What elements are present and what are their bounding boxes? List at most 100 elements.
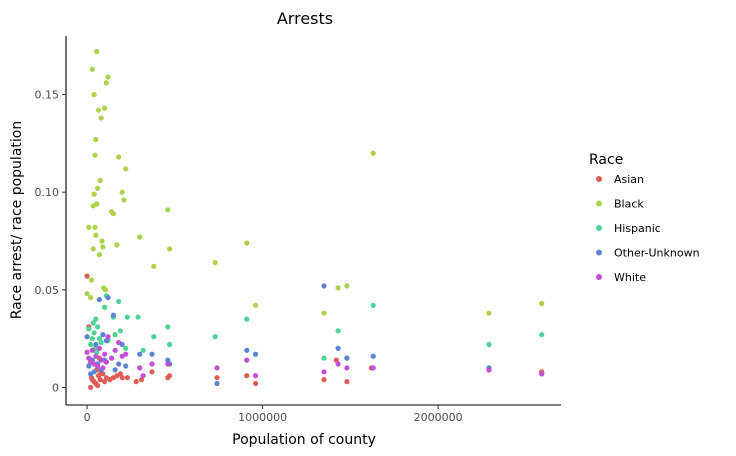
point-black-40 <box>91 191 97 197</box>
point-other-unknown-9 <box>100 332 106 338</box>
point-black-22 <box>116 154 122 160</box>
point-black-13 <box>97 177 103 184</box>
point-black-43 <box>94 201 100 207</box>
y-tick-label-2: 0.10 <box>35 186 60 199</box>
point-other-unknown-17 <box>123 363 129 369</box>
point-hispanic-23 <box>151 334 157 340</box>
point-other-unknown-18 <box>137 351 143 357</box>
point-asian-9 <box>95 373 102 379</box>
point-other-unknown-13 <box>110 312 116 318</box>
point-asian-19 <box>117 371 123 377</box>
point-hispanic-12 <box>102 304 108 310</box>
point-hispanic-17 <box>116 298 122 305</box>
point-white-24 <box>253 373 259 379</box>
point-black-4 <box>89 66 95 72</box>
point-black-17 <box>103 80 109 86</box>
point-hispanic-19 <box>123 345 129 351</box>
y-axis-title: Race arrest/ race population <box>9 121 25 319</box>
y-tick-label-3: 0.15 <box>35 89 60 102</box>
legend-label-black: Black <box>614 198 644 211</box>
point-black-6 <box>91 92 97 98</box>
point-black-28 <box>165 207 171 213</box>
point-black-35 <box>344 283 350 289</box>
point-black-33 <box>321 310 327 316</box>
point-asian-20 <box>119 375 125 381</box>
point-white-1 <box>86 355 92 361</box>
point-white-19 <box>140 373 146 379</box>
point-hispanic-1 <box>88 341 94 348</box>
legend-label-white: White <box>614 271 646 284</box>
point-hispanic-0 <box>86 326 92 332</box>
point-white-13 <box>109 355 115 361</box>
y-axis-ticks: 0 0.05 0.10 0.15 <box>35 89 66 394</box>
x-axis-ticks: 0 1000000 2000000 <box>84 405 463 424</box>
point-black-10 <box>95 185 101 191</box>
point-hispanic-34 <box>539 332 545 338</box>
legend-key-black <box>596 200 602 207</box>
point-black-36 <box>370 150 376 156</box>
point-asian-29 <box>253 380 259 387</box>
point-asian-0 <box>84 273 90 279</box>
point-white-0 <box>84 349 90 355</box>
point-asian-32 <box>344 379 350 385</box>
point-white-17 <box>123 351 129 357</box>
point-other-unknown-12 <box>105 295 111 301</box>
point-other-unknown-11 <box>103 338 109 344</box>
point-white-7 <box>96 345 102 351</box>
point-black-3 <box>88 277 95 283</box>
point-hispanic-25 <box>167 341 173 348</box>
point-white-3 <box>89 347 95 353</box>
y-tick-label-0: 0 <box>52 381 59 394</box>
point-asian-2 <box>88 384 94 390</box>
point-other-unknown-0 <box>84 334 90 340</box>
legend-label-asian: Asian <box>614 173 644 186</box>
point-hispanic-8 <box>95 324 101 330</box>
point-hispanic-29 <box>321 355 327 361</box>
point-other-unknown-26 <box>335 345 341 351</box>
point-white-28 <box>370 365 376 371</box>
point-black-9 <box>94 49 100 55</box>
point-black-30 <box>212 259 218 266</box>
point-other-unknown-5 <box>93 341 99 348</box>
point-black-11 <box>95 107 102 113</box>
point-black-26 <box>137 234 143 240</box>
point-white-11 <box>103 359 109 365</box>
legend-title: Race <box>589 152 623 168</box>
point-black-46 <box>102 287 109 293</box>
point-asian-11 <box>97 377 103 383</box>
point-asian-13 <box>100 371 106 377</box>
point-hispanic-22 <box>140 347 146 353</box>
point-black-15 <box>100 244 106 250</box>
legend-key-asian <box>596 176 602 182</box>
point-hispanic-33 <box>486 341 492 348</box>
point-asian-14 <box>102 379 108 385</box>
points-layer <box>84 49 545 390</box>
point-black-7 <box>92 152 98 158</box>
point-black-29 <box>167 246 173 252</box>
legend: Race Asian Black Hispanic Other-Unknown Whit… <box>589 152 700 284</box>
point-white-29 <box>486 367 492 373</box>
x-tick-label-0: 0 <box>84 411 91 424</box>
point-white-14 <box>112 347 118 353</box>
legend-label-hispanic: Hispanic <box>614 222 661 235</box>
point-white-9 <box>100 365 106 371</box>
point-hispanic-32 <box>370 302 376 308</box>
point-black-20 <box>110 211 116 217</box>
x-tick-label-1: 1000000 <box>238 411 287 424</box>
point-other-unknown-1 <box>86 363 92 369</box>
legend-key-other-unknown <box>596 249 602 256</box>
point-white-8 <box>98 357 104 363</box>
legend-key-white <box>596 274 602 280</box>
point-white-27 <box>344 365 350 371</box>
point-black-2 <box>88 295 94 301</box>
point-other-unknown-23 <box>244 347 250 353</box>
point-hispanic-4 <box>91 330 97 336</box>
point-other-unknown-20 <box>165 357 171 363</box>
point-white-6 <box>95 363 101 369</box>
point-black-41 <box>92 224 98 230</box>
point-other-unknown-25 <box>321 283 327 289</box>
point-black-34 <box>335 285 341 291</box>
legend-key-hispanic <box>596 225 602 231</box>
point-asian-26 <box>167 373 173 379</box>
